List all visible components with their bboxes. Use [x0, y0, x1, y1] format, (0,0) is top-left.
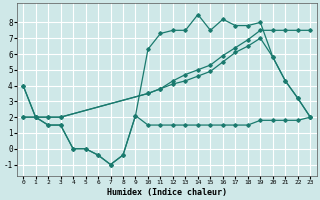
X-axis label: Humidex (Indice chaleur): Humidex (Indice chaleur) — [107, 188, 227, 197]
